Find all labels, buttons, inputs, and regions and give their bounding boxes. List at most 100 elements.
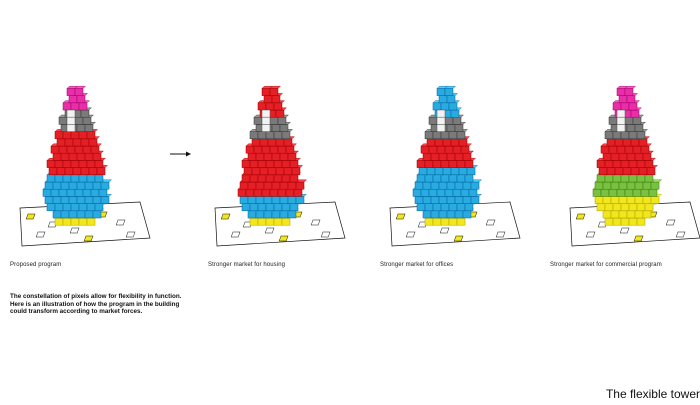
pixel-block: [241, 174, 251, 183]
pixel-block: [98, 188, 108, 197]
pixel-block: [616, 188, 626, 197]
pixel-block: [442, 138, 452, 147]
pixel-block: [257, 131, 267, 140]
pixel-block: [54, 160, 64, 168]
pixel-block: [634, 124, 644, 132]
pixel-block: [464, 203, 474, 212]
pixel-block: [466, 167, 476, 176]
pixel-block: [267, 138, 277, 147]
pixel-block: [644, 174, 654, 183]
pixel-block: [58, 188, 68, 197]
pixel-block: [452, 145, 462, 154]
pixel-block: [618, 95, 628, 104]
pixel-block: [448, 160, 458, 168]
pixel-block: [277, 116, 287, 125]
pixel-block: [259, 138, 269, 147]
plate-block: [115, 219, 126, 226]
pixel-block-white: [436, 116, 446, 125]
pixel-block: [90, 145, 100, 154]
pixel-block: [42, 188, 52, 197]
caption-housing: Stronger market for housing: [208, 262, 286, 268]
pixel-block: [438, 210, 448, 219]
plate-block: [320, 231, 331, 238]
pixel-block: [96, 167, 106, 176]
pixel-block: [632, 116, 642, 125]
pixel-block: [604, 174, 614, 183]
pixel-block: [644, 160, 654, 168]
pixel-block: [426, 167, 436, 176]
pixel-block: [644, 203, 654, 212]
pixel-block: [650, 181, 660, 190]
pixel-block: [448, 102, 458, 111]
pixel-block: [72, 138, 82, 147]
pixel-block: [265, 174, 275, 183]
pixel-block: [430, 196, 440, 204]
pixel-block: [76, 124, 86, 132]
pixel-block: [88, 167, 98, 176]
pixel-block: [602, 196, 612, 204]
pixel-block: [273, 102, 283, 111]
pixel-block: [255, 196, 265, 204]
plate-block: [675, 231, 686, 238]
pixel-block: [436, 88, 446, 96]
plate-block: [35, 231, 46, 238]
description-line-1: The constellation of pixels allow for fl…: [10, 293, 182, 300]
pixel-block: [604, 217, 614, 226]
pixel-block: [460, 145, 470, 154]
pixel-block: [618, 210, 628, 219]
pixel-block: [450, 167, 460, 176]
pixel-block: [642, 210, 652, 219]
pixel-block-top: [74, 85, 87, 89]
pixel-block: [624, 116, 634, 125]
pixel-block: [70, 102, 80, 111]
pixel-block: [626, 95, 636, 104]
pixel-block: [247, 196, 257, 204]
caption-offices: Stronger market for offices: [380, 262, 454, 268]
pixel-block-white: [436, 109, 446, 118]
pixel-block: [52, 152, 62, 161]
pixel-block: [434, 138, 444, 147]
pixel-block: [285, 188, 295, 197]
pixel-block: [602, 210, 612, 219]
pixel-block: [444, 188, 454, 197]
pixel-block: [259, 167, 269, 176]
pixel-block: [279, 196, 289, 204]
pixel-block: [66, 88, 76, 96]
pixel-block: [596, 160, 606, 168]
pixel-block: [265, 160, 275, 168]
pixel-block: [60, 210, 70, 219]
pixel-block: [74, 116, 84, 125]
pixel-block: [253, 145, 263, 154]
pixel-block: [287, 196, 297, 204]
pixel-block: [68, 210, 78, 219]
pixel-block: [44, 181, 54, 190]
pixel-block: [281, 160, 291, 168]
pixel-block: [468, 188, 478, 197]
pixel-block: [604, 203, 614, 212]
pixel-block: [52, 196, 62, 204]
pixel-block: [253, 116, 263, 125]
pixel-block: [438, 152, 448, 161]
pixel-block: [80, 167, 90, 176]
pixel-block: [626, 181, 636, 190]
pixel-block: [600, 145, 610, 154]
pixel-block: [62, 203, 72, 212]
pixel-block: [84, 210, 94, 219]
pixel-block: [456, 160, 466, 168]
pixel-block: [424, 131, 434, 140]
pixel-block: [86, 160, 96, 168]
pixel-block: [620, 160, 630, 168]
pixel-block: [76, 152, 86, 161]
pixel-block: [642, 181, 652, 190]
pixel-block: [44, 196, 54, 204]
pixel-block: [428, 145, 438, 154]
pixel-block: [440, 217, 450, 226]
pixel-block: [422, 152, 432, 161]
pixel-block: [289, 203, 299, 212]
pixel-block: [70, 160, 80, 168]
pixel-block: [293, 188, 303, 197]
caption-commercial: Stronger market for commercial program: [550, 262, 662, 268]
pixel-block: [243, 167, 253, 176]
pixel-block: [287, 210, 297, 219]
pixel-block: [446, 210, 456, 219]
